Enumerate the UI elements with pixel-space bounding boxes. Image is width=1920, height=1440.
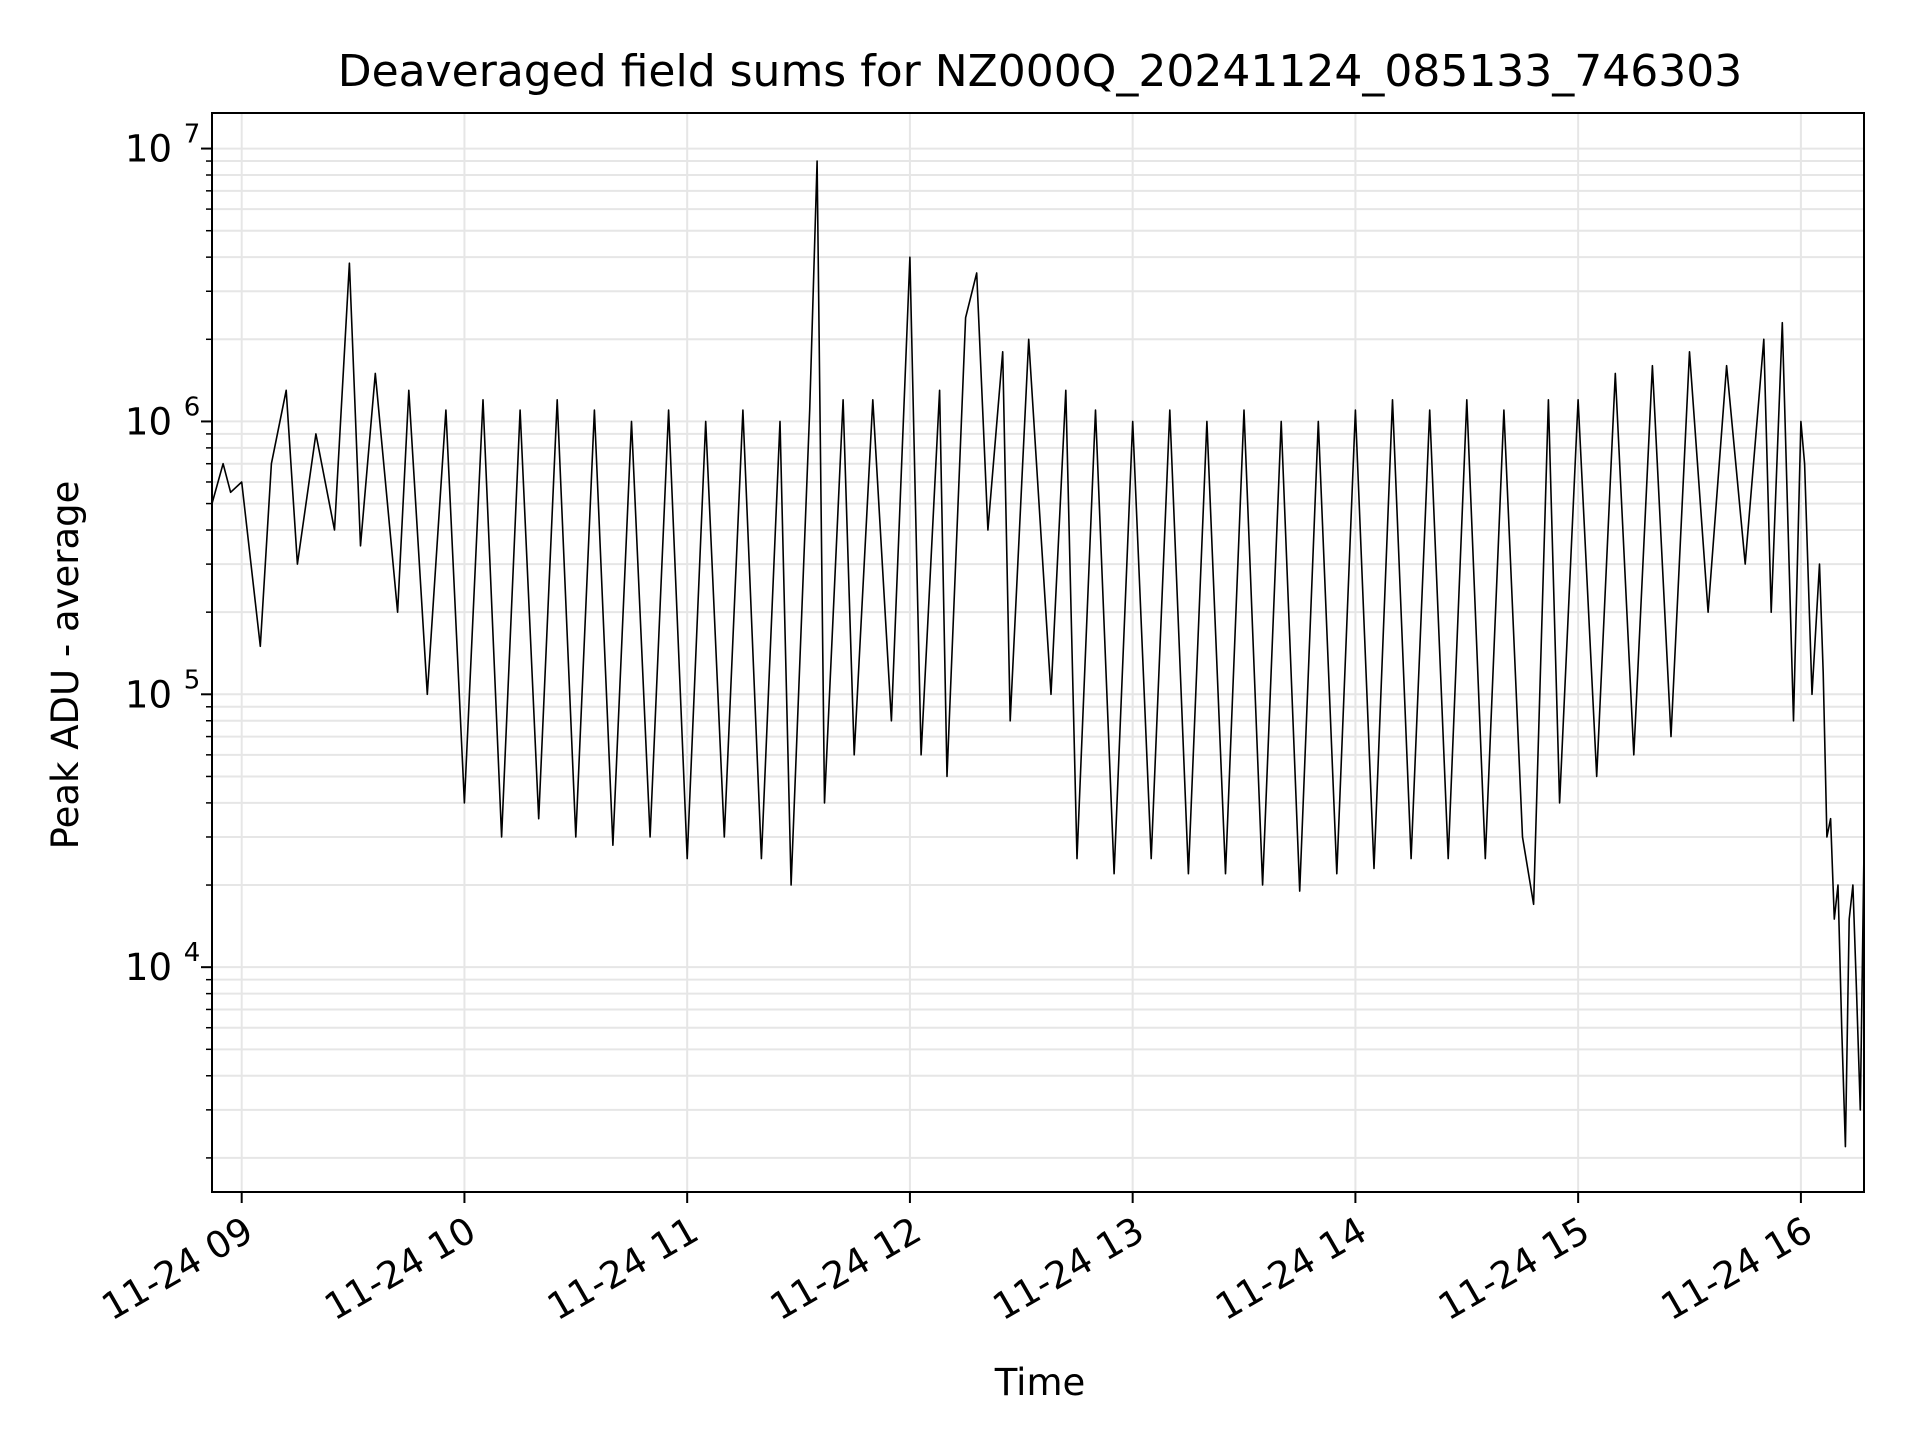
y-tick-label: 10 xyxy=(125,673,172,716)
y-tick-exponent: 7 xyxy=(184,120,201,150)
y-tick-exponent: 4 xyxy=(184,938,201,968)
y-axis-label: Peak ADU - average xyxy=(44,481,87,850)
chart-title: Deaveraged field sums for NZ000Q_2024112… xyxy=(338,46,1743,97)
series-line-1 xyxy=(211,160,1865,1148)
grid-lines xyxy=(212,113,1864,1192)
series-layer xyxy=(211,160,1865,1148)
plot-frame xyxy=(211,112,1865,1193)
x-axis-label: Time xyxy=(994,1361,1086,1404)
y-tick-exponent: 5 xyxy=(184,665,201,695)
y-tick-exponent: 6 xyxy=(184,392,201,422)
y-tick-label: 10 xyxy=(125,946,172,989)
y-tick-label: 10 xyxy=(125,400,172,443)
y-tick-label: 10 xyxy=(125,128,172,171)
